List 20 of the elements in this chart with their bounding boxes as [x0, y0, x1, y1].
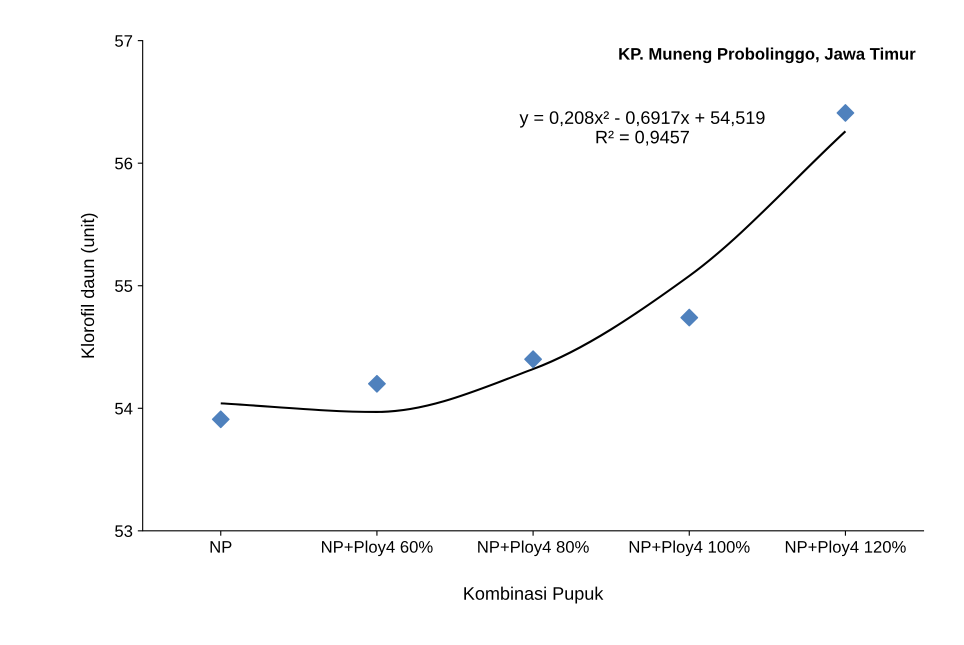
y-tick-label: 57	[115, 35, 132, 47]
point	[836, 104, 854, 122]
line-series	[220, 130, 846, 414]
x-tick-label: NP+Ploy4 80%	[478, 540, 589, 556]
y-tick-label: 56	[115, 158, 132, 170]
x-tick-label: NP	[210, 541, 232, 553]
point	[524, 350, 542, 368]
x-tick-label: NP+Ploy4 120%	[786, 540, 906, 556]
point	[368, 374, 386, 393]
y-axis-title: Klorofil daun (unit)	[80, 214, 98, 358]
x-tick-label: NP+Ploy4 60%	[322, 540, 433, 556]
x-axis-title: Kombinasi Pupuk	[464, 586, 604, 604]
point	[212, 410, 230, 428]
chart-title: KP. Muneng Probolinggo, Jawa Timur	[619, 48, 916, 64]
annotation: y = 0,208x² - 0,6917x + 54,519 R² = 0,9457	[520, 111, 765, 146]
x-tick-label: NP+Ploy4 100%	[630, 540, 750, 556]
y-tick-label: 55	[115, 280, 132, 292]
y-tick-label: 53	[115, 525, 132, 538]
y-tick-label: 54	[115, 402, 132, 414]
point	[680, 308, 698, 327]
